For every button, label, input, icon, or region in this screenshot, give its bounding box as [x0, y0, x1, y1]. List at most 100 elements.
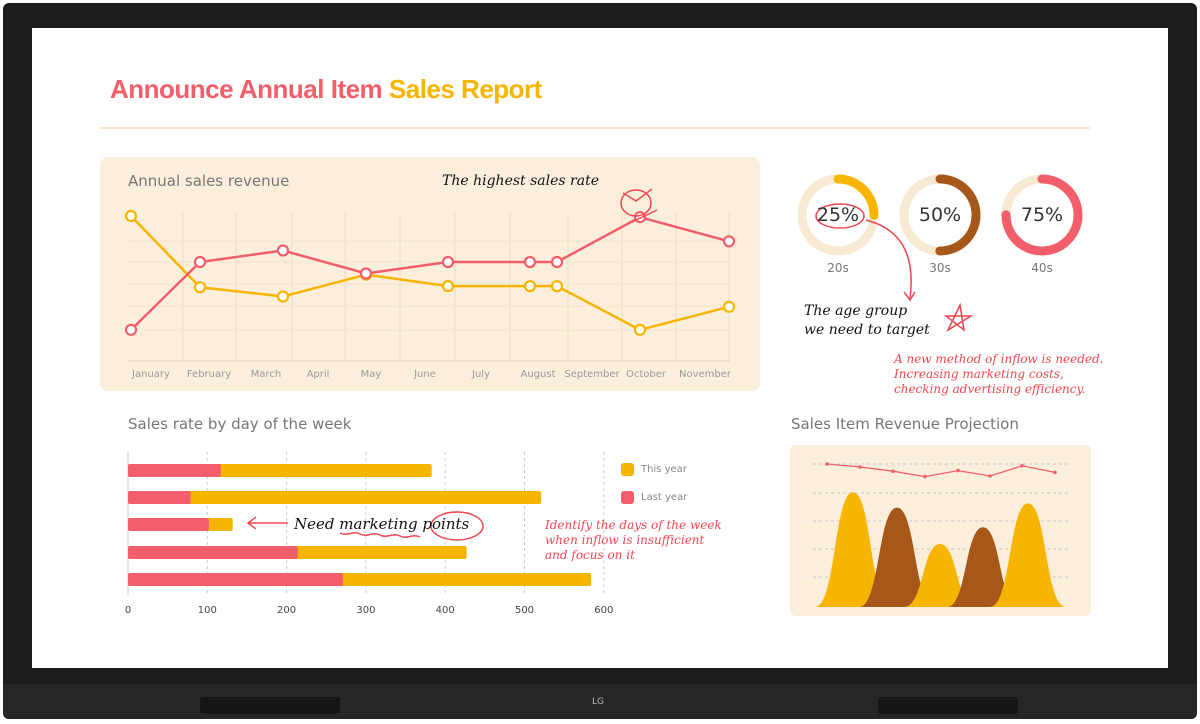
donut-percent-label: 50% — [918, 204, 962, 226]
donut-arc-30s — [899, 174, 981, 256]
data-point — [124, 209, 138, 223]
page-title: Announce Annual Item Sales Report — [110, 74, 542, 105]
highest-sales-annotation: The highest sales rate — [442, 173, 599, 189]
projection-peak — [990, 503, 1066, 607]
month-label: August — [520, 369, 556, 380]
bar-last-year — [128, 546, 298, 559]
annotation-line: checking advertising efficiency. — [894, 382, 1086, 396]
star-mark — [943, 302, 974, 332]
projection-peak — [859, 507, 935, 607]
projection-point — [858, 465, 862, 469]
month-label: November — [678, 369, 732, 380]
bar-chart-title: Sales rate by day of the week — [128, 415, 352, 433]
data-point — [359, 267, 373, 280]
projection-point — [956, 468, 960, 473]
identify-days-annotation: Identify the days of the week when inflo… — [545, 518, 722, 563]
projection-peak — [904, 544, 976, 607]
legend-swatch-last-year — [621, 491, 634, 504]
month-label: March — [250, 369, 282, 380]
donut-arc-40s — [1001, 174, 1083, 256]
data-point — [193, 281, 207, 294]
inflow-annotation: A new method of inflow is needed. Increa… — [894, 352, 1104, 397]
projection-point — [1020, 464, 1024, 468]
month-label: June — [414, 369, 436, 380]
line-chart-series — [124, 209, 736, 336]
projection-point — [923, 474, 927, 479]
projection-peak — [947, 527, 1019, 607]
donut-age-label: 30s — [929, 261, 951, 275]
annotation-line: when inflow is insufficient — [545, 533, 705, 547]
x-tick-label: 100 — [197, 605, 217, 616]
donut-charts — [797, 174, 1083, 256]
data-point — [722, 235, 736, 248]
left-speaker-grille — [200, 697, 340, 714]
age-group-annotation: The age group we need to target — [804, 302, 930, 340]
bar-last-year — [128, 573, 343, 586]
month-label: April — [306, 369, 330, 380]
marketing-arrow — [246, 516, 288, 530]
bar-last-year — [128, 464, 221, 477]
month-label: October — [625, 369, 667, 380]
data-point — [441, 280, 455, 293]
title-part-yellow: Sales Report — [388, 74, 542, 104]
projection-chart — [813, 462, 1070, 607]
lg-logo: LG — [592, 697, 604, 707]
line-chart-grid — [128, 213, 730, 362]
marketing-underline — [339, 531, 421, 539]
data-point — [124, 323, 138, 336]
annotation-line: The age group — [804, 303, 908, 319]
donut-age-label: 40s — [1031, 261, 1053, 275]
donut-age-label: 20s — [827, 261, 849, 275]
october-check-mark — [622, 188, 658, 223]
bar-last-year — [128, 518, 209, 531]
data-point — [523, 280, 537, 293]
projection-point — [891, 469, 895, 474]
x-tick-label: 200 — [277, 605, 297, 616]
projection-point — [825, 462, 829, 466]
data-point — [441, 255, 455, 269]
x-tick-label: 600 — [594, 605, 614, 616]
data-point — [722, 300, 736, 313]
projection-peak — [815, 492, 891, 607]
bar-last-year — [128, 491, 191, 504]
donut-percent-label: 25% — [816, 204, 860, 226]
target-arrowhead — [903, 291, 916, 302]
month-label: February — [186, 369, 232, 380]
right-speaker-grille — [878, 697, 1018, 714]
target-arrow — [865, 219, 912, 299]
annotation-line: Identify the days of the week — [545, 518, 722, 532]
annotation-line: we need to target — [804, 322, 930, 338]
percent-circle-mark — [815, 203, 865, 229]
x-tick-label: 0 — [124, 605, 132, 616]
data-point — [550, 280, 564, 293]
x-tick-label: 300 — [356, 605, 376, 616]
data-point — [550, 255, 564, 269]
annotation-line: Increasing marketing costs, — [894, 367, 1064, 381]
annotation-line: A new method of inflow is needed. — [894, 352, 1104, 366]
data-point — [276, 244, 290, 257]
title-part-red: Announce Annual Item — [110, 74, 389, 104]
bar-chart-bars — [128, 464, 592, 586]
projection-point — [988, 474, 992, 478]
donut-percent-label: 75% — [1020, 204, 1064, 226]
x-tick-label: 500 — [514, 605, 535, 616]
month-label: July — [472, 369, 490, 380]
data-point — [523, 255, 537, 269]
data-point — [193, 255, 207, 269]
projection-point — [1053, 470, 1057, 475]
bar-this-year — [128, 491, 542, 504]
month-label: May — [360, 369, 382, 380]
points-circle-mark — [430, 511, 484, 541]
month-label: September — [564, 369, 620, 380]
annotation-line: and focus on it — [545, 548, 635, 562]
projection-line — [826, 463, 1056, 478]
hand-annotation-marks — [246, 188, 974, 541]
legend-label-last-year: Last year — [641, 492, 688, 503]
need-marketing-annotation: Need marketing points — [294, 515, 470, 533]
projection-chart-title: Sales Item Revenue Projection — [791, 415, 1019, 433]
october-circle-mark — [620, 189, 652, 217]
donut-arc-20s — [797, 174, 879, 256]
data-point — [276, 290, 290, 303]
month-label: January — [132, 369, 170, 380]
